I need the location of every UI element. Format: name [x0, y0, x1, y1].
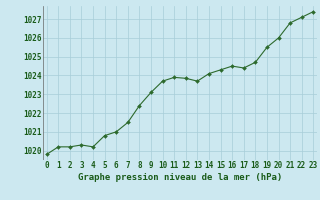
X-axis label: Graphe pression niveau de la mer (hPa): Graphe pression niveau de la mer (hPa) [78, 173, 282, 182]
